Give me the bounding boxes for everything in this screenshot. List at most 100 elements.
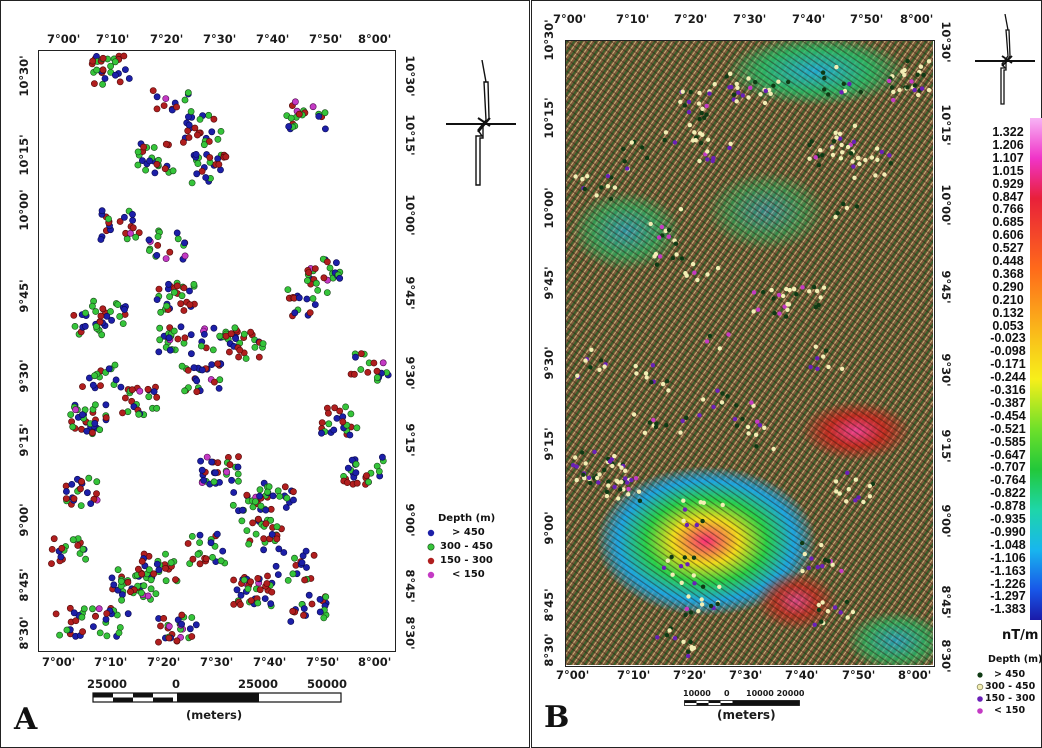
lon-label: 7°40' [785,668,819,682]
depth-point [812,622,817,627]
depth-point [300,611,307,619]
legend-swatch [977,708,983,714]
depth-point [607,459,613,464]
depth-point [697,158,702,164]
lat-label: 10°15' [542,97,556,139]
depth-point [99,54,107,62]
depth-point [707,333,713,339]
depth-point [92,323,100,330]
depth-point [619,465,624,470]
depth-point [837,131,843,136]
lat-label: 9°30' [542,346,556,380]
depth-point [888,161,893,166]
depth-point [251,343,259,351]
colorbar-value: 0.847 [992,189,1024,204]
depth-point [704,112,709,117]
depth-point [357,366,365,373]
lat-label: 9°00' [939,504,953,538]
depth-point [169,167,177,175]
depth-point [834,489,839,494]
depth-point [285,123,293,130]
scale-label: 0 [724,689,730,698]
depth-point [820,564,825,569]
depth-point [89,381,97,389]
depth-point [612,453,617,459]
depth-point [609,175,614,180]
lon-label: 7°20' [147,655,181,669]
depth-point [813,344,818,349]
depth-point [614,478,619,483]
depth-point [289,607,297,615]
depth-point [306,309,314,316]
depth-point [232,335,239,342]
depth-point [772,311,777,316]
depth-point [826,92,831,97]
depth-point [819,542,824,548]
depth-point [262,506,270,514]
depth-point [138,570,146,578]
depth-point [669,554,674,560]
lat-label: 9°30' [17,359,31,393]
depth-point [81,322,89,330]
depth-point [686,649,691,654]
depth-point [98,207,106,215]
depth-point [844,499,849,504]
depth-point [602,467,607,473]
colorbar-value: -0.878 [990,499,1026,514]
colorbar-value: -0.764 [990,473,1026,488]
depth-point [135,565,142,573]
depth-point [289,488,297,496]
lon-label: 7°40' [792,12,826,26]
depth-point [679,580,684,585]
lat-label: 10°15' [939,104,953,146]
depth-point [700,397,706,402]
depth-point [653,424,659,430]
depth-point [707,91,712,96]
depth-point [242,355,250,362]
depth-point [264,572,271,580]
legend-label: 300 - 450 [440,541,493,552]
depth-point [766,87,772,93]
scale-label: 10000 [683,689,711,698]
depth-point [819,619,824,624]
depth-point [841,201,846,207]
depth-point [776,292,782,298]
depth-point [573,174,578,179]
depth-point [187,331,195,339]
depth-point [275,545,283,553]
depth-point [119,409,126,417]
depth-point [196,539,203,546]
legend-label: > 450 [994,669,1026,680]
depth-point [604,489,610,494]
depth-point [595,475,600,481]
north-arrow-icon [446,60,516,186]
depth-point [592,449,597,455]
depth-point [336,407,344,415]
depth-point [186,301,194,309]
depth-point [887,78,892,84]
depth-point [834,64,839,70]
depth-point [704,103,709,109]
depth-point [210,478,218,486]
depth-point [573,455,578,460]
depth-point [835,211,840,216]
depth-point [153,93,161,101]
depth-point [688,610,694,615]
colorbar-value: 0.685 [992,215,1024,230]
depth-point [625,480,630,485]
depth-point [244,585,252,593]
lon-label: 8°00' [898,668,932,682]
depth-point [857,161,862,167]
depth-point [267,516,275,524]
lat-label: 9°00' [17,503,31,537]
depth-point [692,581,697,586]
depth-point [136,387,144,395]
depth-point [309,103,317,111]
depth-point [826,559,831,564]
legend-swatches [427,529,435,579]
depth-point [52,610,60,618]
depth-point [120,52,128,60]
depth-point [93,478,101,486]
lat-label: 8°30' [542,633,556,667]
depth-point [665,558,670,563]
